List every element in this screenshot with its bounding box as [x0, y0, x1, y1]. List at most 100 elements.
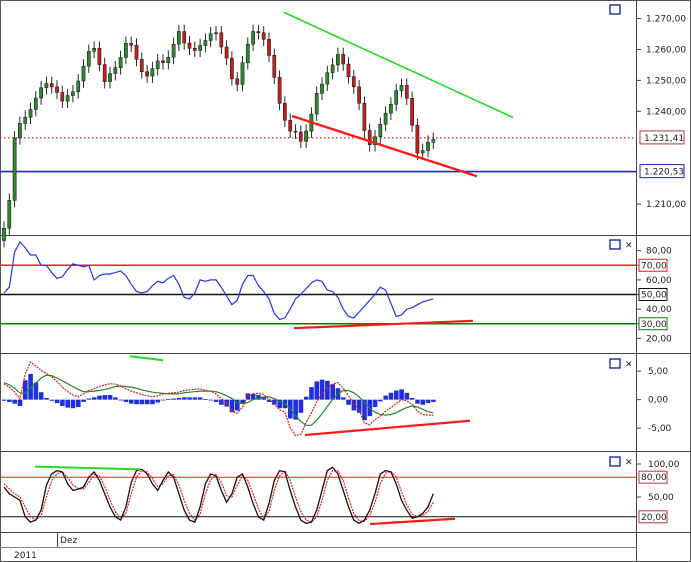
candles	[2, 24, 436, 248]
stoch-level-label: 80,00	[641, 473, 667, 483]
candle-body	[192, 47, 197, 51]
candle-body	[97, 47, 102, 65]
candle-body	[325, 72, 330, 85]
macd-hist-bar	[176, 397, 182, 400]
candle-body	[230, 57, 234, 80]
macd-hist-bar	[60, 399, 65, 406]
macd-hist-bar	[182, 397, 187, 400]
macd-hist-bar	[409, 397, 415, 400]
macd-hist-bar	[166, 399, 171, 400]
macd-hist-bar	[28, 373, 33, 400]
candle-body	[330, 64, 335, 73]
rsi-tick-label: 20,00	[646, 334, 672, 344]
candle-body	[362, 103, 367, 131]
macd-hist-bar	[150, 399, 155, 405]
candle-body	[44, 83, 49, 89]
macd-hist-bar	[235, 399, 240, 411]
price-tick-label: 1.260,00	[646, 45, 686, 55]
candle-body	[33, 97, 38, 110]
macd-hist-bar	[383, 395, 388, 400]
candle-body	[431, 139, 436, 143]
close-icon[interactable]: ✕	[625, 241, 633, 251]
macd-hist-bar	[17, 399, 23, 406]
maximize-icon[interactable]	[609, 358, 621, 369]
price-tick-label: 1.210,00	[646, 200, 686, 210]
macd-hist-bar	[250, 393, 256, 400]
candle-body	[245, 43, 250, 64]
price-resistance-trendline	[283, 11, 514, 119]
candle-body	[150, 68, 155, 77]
maximize-icon[interactable]	[609, 239, 621, 250]
stoch-tick-label: 50,00	[648, 493, 674, 503]
candle-body	[208, 33, 213, 41]
candle-body	[224, 46, 229, 59]
candle-body	[102, 64, 107, 82]
macd-hist-bar	[12, 399, 17, 404]
candle-body	[394, 90, 399, 105]
candle-body	[71, 91, 75, 96]
macd-hist-bar	[76, 399, 81, 408]
rsi-level-box	[638, 317, 668, 331]
stoch-tick-label: 100,00	[648, 460, 680, 470]
candle-body	[261, 32, 266, 40]
candle-body	[55, 86, 59, 93]
candle-body	[65, 95, 70, 102]
candle-body	[267, 39, 271, 56]
macd-hist-bar	[293, 399, 298, 420]
candle-body	[198, 45, 202, 51]
candle-body	[420, 150, 425, 154]
candle-body	[92, 47, 96, 52]
macd-hist-bar	[388, 392, 394, 400]
last-price-label: 1.231,41	[644, 134, 684, 144]
candle-body	[113, 67, 118, 74]
candle-body	[86, 51, 91, 67]
stoch-level-box	[638, 470, 668, 484]
macd-hist-bar	[272, 399, 277, 405]
stoch-level-box	[638, 510, 668, 524]
macd-hist-bar	[7, 399, 12, 402]
candle-body	[7, 200, 12, 229]
macd-hist-bar	[192, 397, 198, 400]
rsi-tick-label: 30,00	[641, 320, 667, 330]
macd-hist-bar	[425, 399, 431, 404]
candle-body	[399, 85, 404, 91]
macd-hist-bar	[54, 399, 60, 404]
candle-body	[283, 103, 287, 121]
macd-hist-bar	[325, 380, 330, 400]
macd-hist-bar	[23, 380, 28, 400]
maximize-icon[interactable]	[609, 4, 621, 15]
candle-body	[171, 43, 176, 58]
macd-hist-bar	[70, 399, 76, 409]
candle-body	[298, 131, 303, 142]
macd-hist-bar	[356, 399, 362, 413]
macd-hist-bar	[431, 399, 436, 402]
macd-high-trendline	[129, 355, 164, 362]
price-tick-label: 1.240,00	[646, 107, 686, 117]
macd-signal-line	[3, 374, 434, 426]
candle-body	[341, 54, 346, 65]
stoch-trendline	[369, 517, 456, 526]
macd-hist-bar	[266, 399, 272, 402]
candle-body	[351, 76, 356, 88]
maximize-icon[interactable]	[609, 456, 621, 467]
macd-hist-bar	[38, 392, 44, 400]
candle-body	[161, 60, 165, 64]
candle-body	[203, 40, 208, 46]
candle-body	[23, 116, 28, 124]
candle-body	[240, 62, 245, 85]
close-icon[interactable]: ✕	[625, 360, 633, 370]
macd-hist-bar	[261, 397, 267, 400]
macd-hist-bar	[330, 384, 335, 400]
rsi-line	[3, 240, 434, 321]
rsi-divergence-line	[293, 319, 474, 330]
macd-hist-bar	[171, 398, 176, 400]
macd-hist-bar	[113, 397, 118, 400]
macd-hist-bar	[362, 399, 367, 421]
macd-hist-bar	[229, 399, 235, 413]
close-icon[interactable]: ✕	[625, 458, 633, 468]
macd-hist-bar	[309, 387, 314, 400]
candle-body	[145, 71, 149, 77]
candle-body	[214, 32, 218, 35]
rsi-level-box	[638, 258, 668, 272]
macd-hist-bar	[129, 399, 134, 404]
